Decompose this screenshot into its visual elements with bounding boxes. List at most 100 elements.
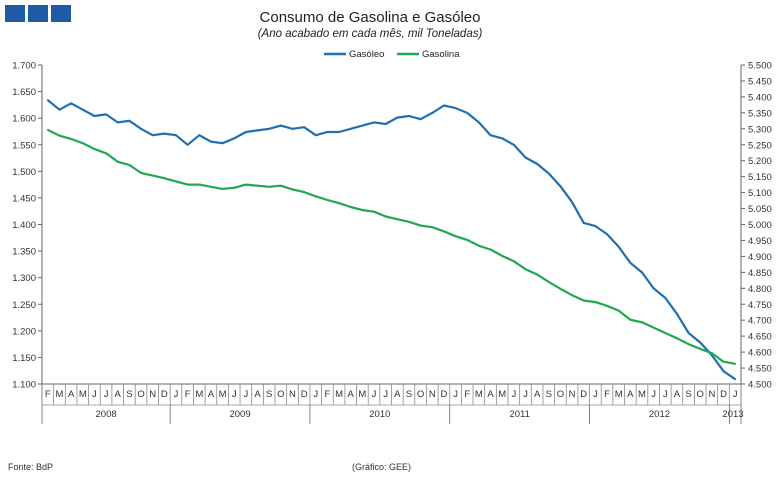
data-point-gasolina	[279, 184, 282, 187]
x-year-label: 2010	[369, 409, 390, 420]
y-right-tick-label: 4.600	[748, 348, 772, 359]
y-right-tick-label: 4.550	[748, 364, 772, 375]
x-month-label: M	[335, 389, 343, 400]
data-point-gasoleo	[431, 111, 434, 114]
data-point-gasoleo	[151, 134, 154, 137]
x-month-label: M	[638, 389, 646, 400]
series-line-gasoleo	[47, 99, 736, 381]
data-point-gasolina	[676, 337, 678, 340]
graphic-credit: (Gráfico: GEE)	[352, 462, 411, 472]
source-note: Fonte: BdP	[8, 462, 53, 472]
y-right-tick-label: 5.400	[748, 92, 772, 103]
data-point-gasolina	[116, 160, 119, 163]
x-month-label: J	[511, 389, 516, 400]
legend: Gasóleo Gasolina	[324, 49, 460, 60]
x-month-label: A	[487, 389, 494, 400]
x-month-label: N	[289, 389, 296, 400]
data-point-gasolina	[175, 180, 177, 183]
logo-block-3	[51, 5, 71, 22]
y-right-tick-label: 5.350	[748, 108, 772, 119]
x-month-label: A	[68, 389, 75, 400]
logo-block-1	[5, 5, 25, 22]
data-point-gasolina	[734, 362, 737, 365]
data-point-gasolina	[722, 360, 725, 363]
data-point-gasoleo	[81, 108, 84, 111]
y-right-tick-label: 4.750	[748, 300, 772, 311]
data-point-gasoleo	[454, 107, 457, 109]
x-month-label: J	[313, 389, 318, 400]
data-point-gasolina	[536, 273, 539, 276]
y-left-tick-label: 1.550	[12, 140, 36, 151]
data-point-gasolina	[501, 254, 504, 257]
x-month-label: J	[383, 389, 388, 400]
y-right-tick-label: 5.150	[748, 172, 772, 183]
x-month-label: O	[697, 389, 704, 400]
data-point-gasoleo	[571, 201, 573, 204]
data-point-gasoleo	[477, 121, 480, 124]
axes: 1.100 1.150 1.200 1.250 1.300 1.350 1.400 1.450…	[12, 61, 772, 424]
data-point-gasoleo	[256, 129, 259, 132]
x-year-label: 2013	[722, 409, 743, 420]
data-point-gasoleo	[687, 332, 690, 334]
x-month-label: O	[137, 389, 144, 400]
data-point-gasolina	[710, 352, 713, 355]
x-month-label: J	[453, 389, 458, 400]
x-month-label: A	[254, 389, 261, 400]
data-point-gasoleo	[210, 140, 212, 143]
data-point-gasolina	[477, 244, 480, 247]
x-month-label: F	[185, 389, 191, 400]
data-point-gasolina	[151, 174, 154, 177]
data-point-gasolina	[629, 318, 632, 321]
data-point-gasolina	[46, 128, 49, 131]
x-month-label: J	[244, 389, 249, 400]
y-left-tick-label: 1.450	[12, 193, 36, 204]
data-point-gasoleo	[175, 134, 177, 137]
data-point-gasolina	[384, 215, 387, 218]
data-point-gasolina	[512, 260, 515, 263]
x-month-label: D	[440, 389, 447, 400]
x-month-label: J	[651, 389, 656, 400]
x-year-label: 2011	[509, 409, 529, 420]
y-right-tick-label: 5.450	[748, 76, 772, 87]
data-point-gasolina	[547, 281, 550, 283]
x-month-label: N	[708, 389, 715, 400]
x-month-label: D	[301, 389, 308, 400]
x-month-label: J	[733, 389, 738, 400]
y-left-tick-label: 1.700	[12, 61, 36, 72]
x-month-label: D	[161, 389, 168, 400]
y-right-tick-label: 4.700	[748, 316, 772, 327]
data-point-gasoleo	[512, 143, 515, 146]
x-year-label: 2008	[96, 409, 117, 420]
data-point-gasoleo	[279, 124, 282, 127]
x-month-label: J	[104, 389, 109, 400]
x-month-label: S	[685, 389, 691, 400]
data-point-gasoleo	[408, 115, 410, 117]
x-month-label: F	[604, 389, 610, 400]
x-month-label: F	[464, 389, 470, 400]
data-point-gasolina	[303, 191, 306, 193]
data-point-gasolina	[349, 206, 352, 208]
y-right-tick-label: 5.100	[748, 188, 772, 199]
data-point-gasoleo	[186, 143, 189, 146]
y-right-tick-label: 5.200	[748, 156, 772, 167]
data-point-gasoleo	[93, 115, 96, 117]
data-point-gasoleo	[373, 121, 375, 124]
data-point-gasolina	[559, 287, 562, 290]
data-point-gasoleo	[58, 108, 61, 111]
chart-subtitle: (Ano acabado em cada mês, mil Toneladas)	[258, 28, 483, 40]
data-point-gasoleo	[105, 113, 107, 116]
data-point-gasoleo	[396, 116, 399, 119]
x-month-label: A	[394, 389, 401, 400]
x-month-label: D	[580, 389, 587, 400]
x-year-label: 2012	[649, 409, 670, 420]
data-point-gasoleo	[314, 134, 317, 137]
data-point-gasoleo	[443, 104, 445, 107]
data-point-gasolina	[454, 235, 457, 238]
data-point-gasoleo	[641, 271, 643, 274]
data-point-gasoleo	[268, 127, 271, 130]
x-month-label: M	[219, 389, 227, 400]
data-point-gasoleo	[244, 131, 247, 133]
y-right-tick-label: 4.850	[748, 268, 772, 279]
x-month-label: S	[406, 389, 412, 400]
